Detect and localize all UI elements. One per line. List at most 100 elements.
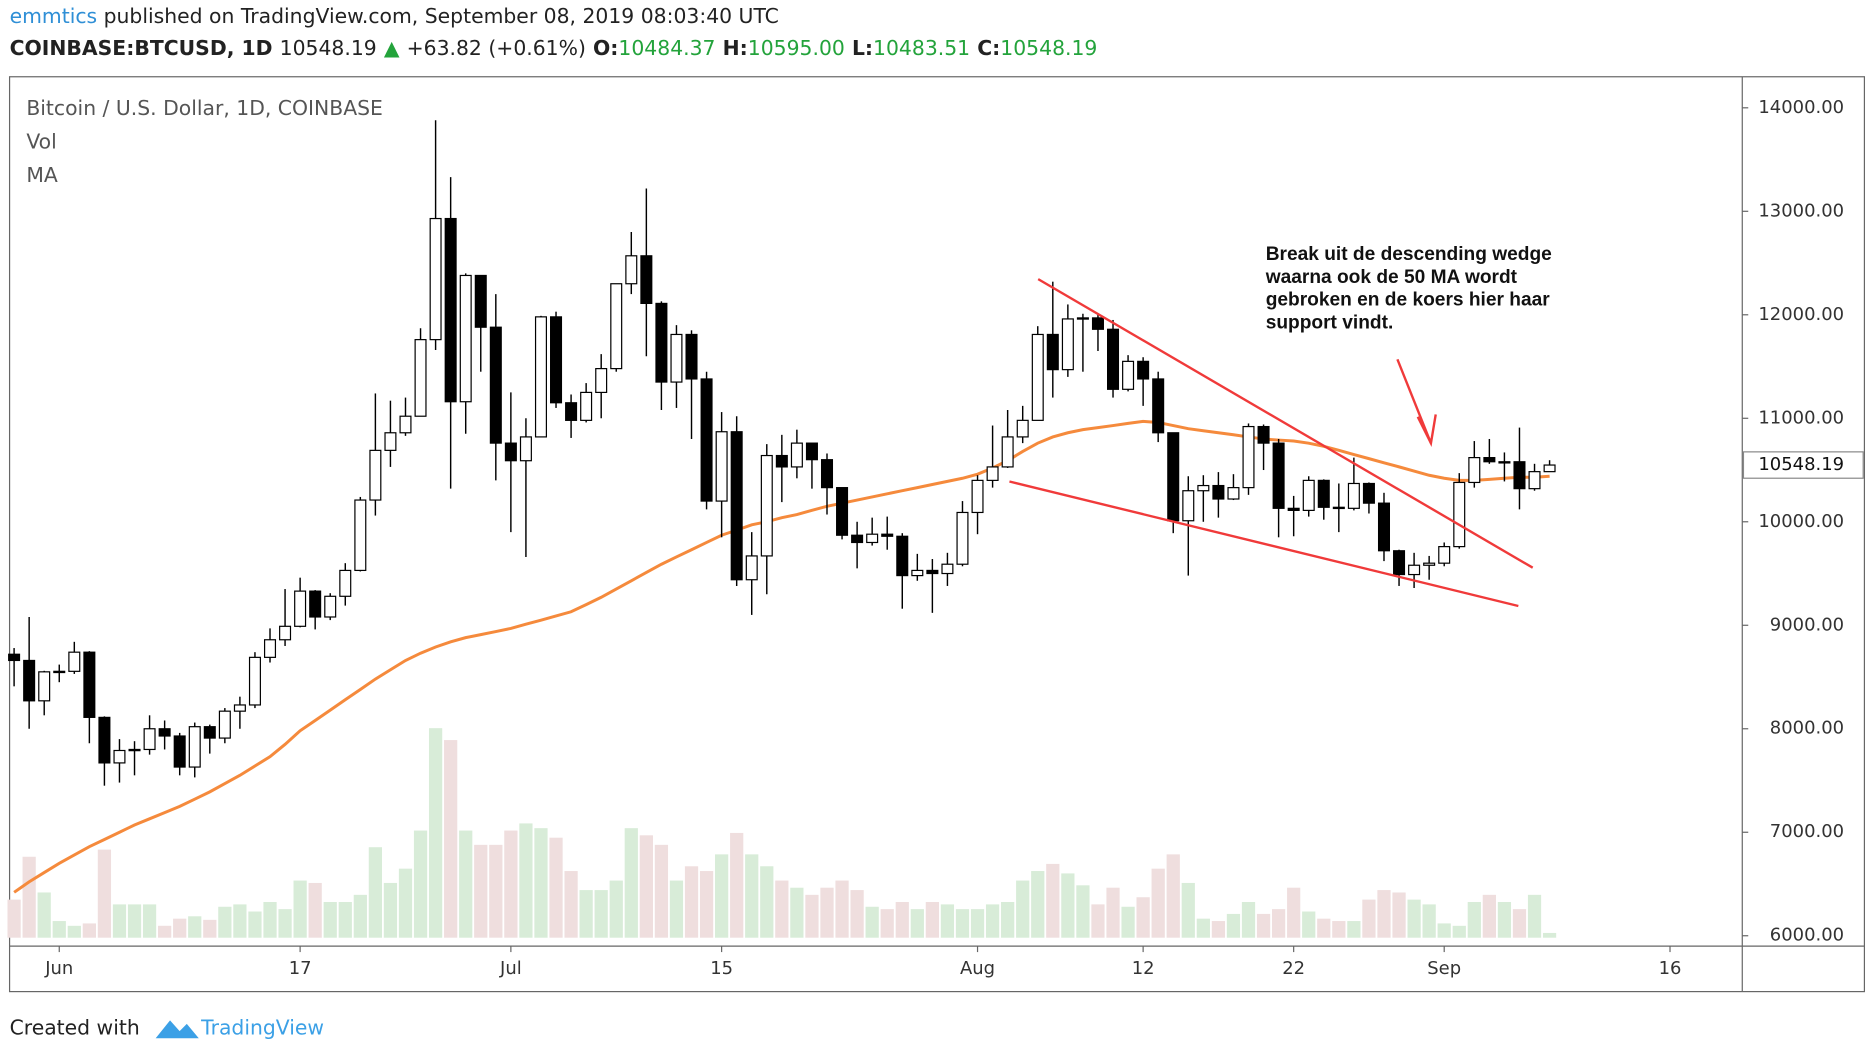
candle-body (625, 255, 638, 285)
candle-body (248, 656, 261, 706)
candle-body (369, 449, 382, 501)
x-tick-label: 12 (1132, 958, 1155, 979)
candle-body (324, 595, 337, 618)
candle-body (384, 432, 397, 451)
candle-body (534, 316, 547, 438)
volume-bar (1001, 901, 1015, 938)
candle-body (188, 726, 201, 768)
candle-body (926, 569, 939, 575)
volume-bar (67, 925, 81, 938)
volume-bar (308, 882, 322, 938)
volume-bar (1482, 894, 1496, 938)
volume-bar (1046, 863, 1060, 938)
candle-body (805, 442, 818, 461)
volume-bar (97, 849, 112, 938)
volume-bar (1347, 921, 1361, 938)
volume-bar (910, 909, 924, 938)
candle-body (836, 487, 849, 536)
ma-line (13, 419, 1550, 894)
candle-body (655, 302, 668, 383)
candle-body (1107, 328, 1120, 390)
candle-body (1046, 333, 1059, 371)
volume-bar (1016, 880, 1030, 938)
candle-body (685, 333, 698, 380)
candle-body (1287, 507, 1300, 511)
candle-body (1137, 360, 1150, 380)
header-line: emmtics published on TradingView.com, Se… (10, 4, 779, 28)
candle-body (760, 454, 773, 557)
x-tick-label: Jun (44, 958, 73, 979)
candle-body (1182, 490, 1195, 522)
x-tick-label: Jul (499, 958, 522, 979)
volume-bar (654, 844, 669, 938)
c-value: 10548.19 (1000, 36, 1097, 60)
candle-body (730, 431, 743, 581)
candle-body (1543, 464, 1556, 473)
volume-bar (1256, 913, 1271, 938)
volume-bar (263, 901, 277, 938)
volume-bar (865, 906, 879, 938)
candle-body (610, 283, 623, 370)
volume-bar (564, 871, 578, 938)
candle-body (1272, 442, 1285, 509)
y-tick-label: 8000.00 (1770, 718, 1844, 739)
candle-body (1347, 482, 1360, 509)
volume-bar (112, 904, 127, 938)
h-value: 10595.00 (748, 36, 845, 60)
candle-body (956, 511, 969, 565)
candle-body (128, 748, 141, 752)
volume-bar (760, 866, 774, 938)
symbol: COINBASE:BTCUSD, 1D (10, 36, 273, 60)
arrow-shaft (1396, 358, 1433, 444)
volume-bar (7, 899, 21, 938)
candle-body (715, 431, 728, 502)
volume-bar (218, 906, 232, 938)
candle-body (1453, 481, 1466, 548)
volume-bar (880, 909, 894, 938)
c-label: C: (977, 36, 1000, 60)
volume-bar (1287, 887, 1301, 938)
volume-bar (639, 835, 653, 938)
author: emmtics (10, 4, 98, 28)
candle-body (1332, 506, 1345, 510)
annotation: support vindt. (1266, 312, 1394, 333)
candle-body (263, 639, 277, 658)
volume-bar (699, 871, 714, 938)
volume-bar (1196, 918, 1210, 938)
candle-body (414, 339, 427, 417)
volume-bar (1151, 868, 1165, 938)
volume-bar (805, 894, 819, 938)
candle-body (1302, 479, 1315, 511)
candle-body (896, 535, 909, 577)
candle-body (354, 499, 367, 572)
wedge-upper-line (1037, 278, 1534, 569)
volume-bar (940, 904, 955, 938)
volume-bar (820, 887, 834, 938)
volume-bar (233, 904, 247, 938)
published: published on TradingView.com, September … (104, 4, 779, 28)
volume-bar (955, 909, 970, 938)
candle-body (429, 217, 442, 341)
y-tick-label: 13000.00 (1758, 200, 1844, 221)
candle-body (580, 391, 593, 421)
y-tick-label: 12000.00 (1758, 304, 1844, 325)
candle-body (1091, 317, 1104, 330)
volume-bar (730, 832, 744, 938)
volume-bar (549, 837, 563, 938)
candle-body (986, 466, 999, 481)
volume-bar (188, 916, 202, 938)
candle-body (550, 316, 563, 404)
indicator-label: Vol (26, 130, 56, 154)
volume-bar (203, 919, 217, 938)
x-tick-label: 15 (710, 958, 733, 979)
candle-body (309, 590, 322, 618)
y-tick-label: 6000.00 (1770, 925, 1844, 946)
candle-body (1152, 378, 1165, 434)
volume-bar (1407, 899, 1421, 938)
volume-bar (1106, 887, 1120, 938)
volume-bar (745, 854, 759, 938)
volume-bar (1091, 904, 1105, 938)
indicator-label: MA (26, 163, 58, 187)
